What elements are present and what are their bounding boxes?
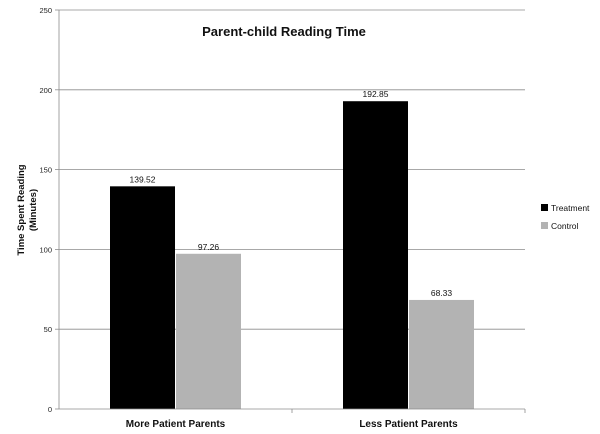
bar-treatment-1 [110,186,175,409]
y-axis-title-line-2: (Minutes) [28,189,39,231]
y-tick-label: 250 [39,6,52,15]
legend: Treatment Control [541,203,590,231]
legend-label-treatment: Treatment [551,203,590,213]
y-tick-label: 200 [39,86,52,95]
y-axis-title-line-1: Time Spent Reading [16,164,27,255]
legend-label-control: Control [551,221,579,231]
bar-treatment-2 [343,101,408,410]
y-axis-title: Time Spent Reading (Minutes) [16,164,39,255]
y-tick-label: 50 [44,325,52,334]
data-label: 192.85 [363,89,389,99]
y-tick-label: 0 [48,405,52,414]
bar-control-1 [176,253,241,409]
legend-swatch-treatment [541,204,548,211]
y-tick-label: 100 [39,245,52,254]
axes: 0 50 100 150 200 250 More Patient Parents Less … [39,6,526,430]
legend-swatch-control [541,222,548,229]
data-label: 68.33 [431,288,453,298]
chart-title: Parent-child Reading Time [202,24,366,39]
bars: 139.52 97.26 192.85 68.33 [110,89,474,410]
x-category-label: Less Patient Parents [359,419,458,430]
data-label: 139.52 [130,174,156,184]
bar-control-2 [409,299,474,409]
data-label: 97.26 [198,242,220,252]
y-tick-label: 150 [39,166,52,175]
x-category-label: More Patient Parents [126,419,226,430]
